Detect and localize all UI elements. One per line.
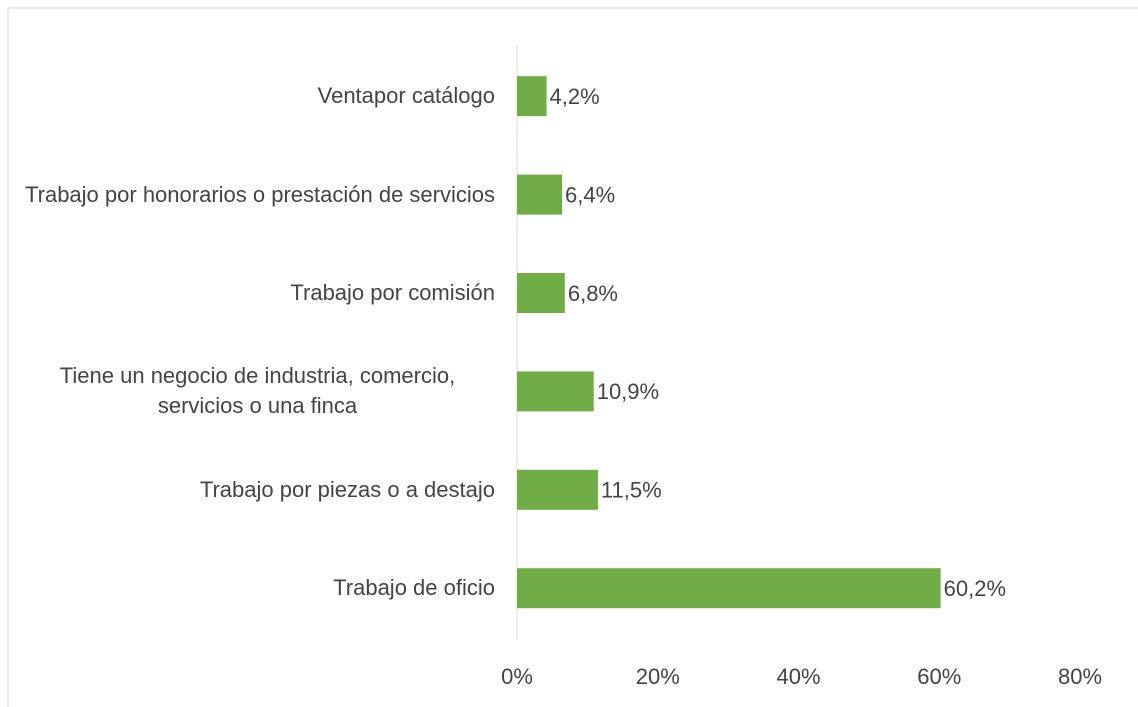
data-label: 11,5% <box>601 478 662 503</box>
bar <box>517 371 594 412</box>
category-label-box: Trabajo por honorarios o prestación de s… <box>15 180 495 210</box>
bar <box>517 76 547 117</box>
y-tick-label: Trabajo por honorarios o prestación de s… <box>25 181 495 207</box>
x-tick-label: 80% <box>1058 664 1102 689</box>
data-label: 6,8% <box>568 281 618 306</box>
x-tick-label: 0% <box>501 664 533 689</box>
category-label-box: Ventapor catálogo <box>15 81 495 111</box>
x-tick-label: 20% <box>636 664 680 689</box>
category-label-box: Tiene un negocio de industria, comercio,… <box>15 361 495 421</box>
y-tick-label: Ventapor catálogo <box>317 83 495 109</box>
data-label: 10,9% <box>597 379 659 404</box>
category-label-box: Trabajo por comisión <box>15 278 495 308</box>
bar <box>517 469 598 510</box>
y-tick-label: Trabajo por piezas o a destajo <box>199 476 495 502</box>
bar <box>517 568 941 609</box>
data-label: 60,2% <box>944 576 1006 601</box>
x-tick-label: 60% <box>917 664 961 689</box>
bar <box>517 174 563 215</box>
x-tick-label: 40% <box>776 664 820 689</box>
y-tick-label: Tiene un negocio de industria, comercio,… <box>59 363 456 419</box>
y-tick-label: Trabajo de oficio <box>333 575 495 601</box>
category-label-box: Trabajo por piezas o a destajo <box>15 475 495 505</box>
category-label-box: Trabajo de oficio <box>15 573 495 603</box>
data-label: 6,4% <box>565 182 615 207</box>
bar <box>517 273 565 313</box>
y-tick-label: Trabajo por comisión <box>290 280 495 305</box>
chart-border <box>7 7 1138 707</box>
data-label: 4,2% <box>550 84 600 109</box>
